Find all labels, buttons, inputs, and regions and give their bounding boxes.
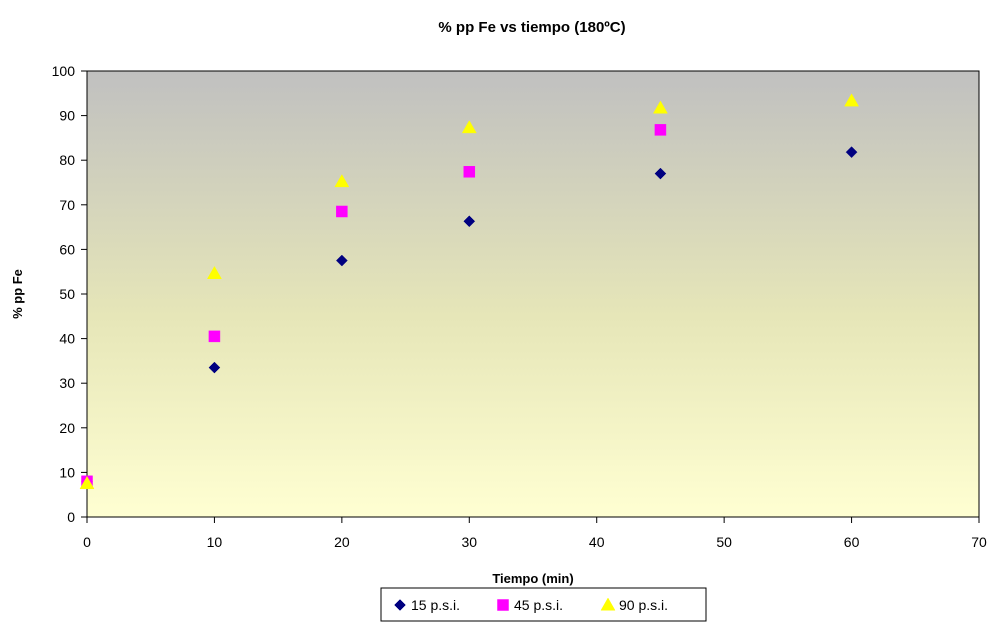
legend-label: 15 p.s.i. — [411, 597, 460, 613]
y-tick-label: 80 — [59, 152, 75, 168]
x-tick-label: 70 — [971, 534, 987, 550]
legend-marker — [394, 599, 406, 611]
legend: 15 p.s.i. 45 p.s.i. 90 p.s.i. — [380, 587, 707, 622]
x-tick-label: 40 — [589, 534, 605, 550]
y-tick-label: 0 — [67, 509, 75, 525]
x-tick-label: 30 — [461, 534, 477, 550]
x-tick-label: 50 — [716, 534, 732, 550]
y-tick-label: 100 — [52, 63, 76, 79]
data-point — [206, 265, 222, 279]
data-point — [844, 93, 860, 107]
legend-box — [380, 587, 707, 622]
y-tick-label: 30 — [59, 375, 75, 391]
plot-area — [86, 70, 980, 518]
y-tick-label: 40 — [59, 331, 75, 347]
tick-labels: 0 10 20 30 40 50 60 70 80 90 100 0 10 20 30 40 50 60 70 — [52, 63, 987, 550]
y-tick-label: 50 — [59, 286, 75, 302]
data-point — [336, 205, 348, 218]
chart-title: % pp Fe vs tiempo (180ºC) — [438, 19, 625, 36]
y-tick-label: 20 — [59, 420, 75, 436]
data-point — [463, 166, 476, 178]
data-point — [334, 174, 350, 188]
data-point — [208, 361, 221, 374]
x-tick-label: 60 — [844, 534, 860, 550]
data-point — [336, 254, 348, 267]
y-tick-label: 70 — [59, 197, 75, 213]
legend-label: 45 p.s.i. — [514, 597, 563, 613]
x-axis-title: Tiempo (min) — [492, 571, 573, 586]
y-axis-title: % pp Fe — [10, 269, 25, 319]
y-tick-label: 90 — [59, 108, 75, 124]
x-tick-label: 0 — [83, 534, 91, 550]
legend-label: 90 p.s.i. — [619, 597, 668, 613]
data-points — [79, 93, 860, 490]
legend-marker — [497, 599, 509, 611]
data-point — [654, 124, 667, 136]
data-point — [79, 476, 95, 490]
axes — [81, 70, 980, 523]
y-tick-label: 60 — [59, 241, 75, 257]
legend-marker — [600, 597, 616, 611]
data-point — [652, 100, 668, 114]
legend-entries: 15 p.s.i. 45 p.s.i. 90 p.s.i. — [394, 597, 668, 613]
data-point — [461, 120, 477, 134]
x-tick-label: 10 — [207, 534, 223, 550]
data-point — [845, 146, 858, 159]
data-point — [463, 215, 476, 228]
y-tick-label: 10 — [59, 464, 75, 480]
data-point — [654, 167, 667, 180]
x-tick-label: 20 — [334, 534, 350, 550]
data-point — [208, 330, 221, 343]
